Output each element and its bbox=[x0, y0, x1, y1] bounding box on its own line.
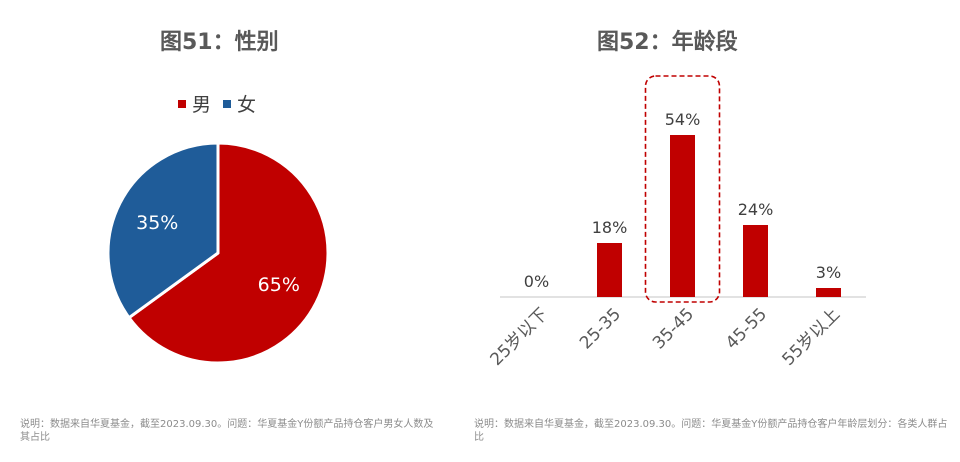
legend-item-male: 男 bbox=[178, 90, 211, 117]
gender-chart-title: 图51：性别 bbox=[160, 30, 279, 55]
gender-chart-note: 说明：数据来自华夏基金，截至2023.09.30。问题：华夏基金Y份额产品持仓客… bbox=[20, 419, 434, 443]
legend-swatch-female bbox=[223, 99, 232, 108]
tick-label-2: 35-45 bbox=[649, 304, 698, 353]
bar-2 bbox=[670, 135, 695, 297]
age-chart-title: 图52：年龄段 bbox=[597, 30, 738, 55]
tick-label-0: 25岁以下 bbox=[487, 304, 553, 370]
age-chart-note: 说明：数据来自华夏基金，截至2023.09.30。问题：华夏基金Y份额产品持仓客… bbox=[474, 419, 948, 443]
data-label-3: 24% bbox=[738, 200, 774, 219]
tick-label-4: 55岁以上 bbox=[779, 304, 845, 370]
legend-label-female: 女 bbox=[237, 94, 257, 116]
data-label-2: 54% bbox=[665, 110, 701, 129]
data-label-1: 18% bbox=[592, 218, 628, 237]
legend-label-male: 男 bbox=[192, 94, 212, 116]
highlight-box bbox=[644, 75, 721, 303]
data-label-4: 3% bbox=[816, 263, 841, 282]
pie-label-female: 35% bbox=[136, 212, 178, 234]
bar-3 bbox=[743, 225, 768, 297]
legend-item-female: 女 bbox=[223, 90, 256, 117]
tick-label-3: 45-55 bbox=[722, 304, 771, 353]
pie-slice-male bbox=[127, 141, 330, 365]
gender-legend: 男 女 bbox=[178, 90, 268, 117]
pie-slice-female bbox=[106, 141, 220, 320]
data-label-0: 0% bbox=[524, 272, 549, 291]
pie-label-male: 65% bbox=[258, 274, 300, 296]
legend-swatch-male bbox=[178, 99, 186, 108]
bar-1 bbox=[597, 243, 622, 297]
tick-label-1: 25-35 bbox=[576, 304, 625, 353]
bar-4 bbox=[816, 288, 841, 297]
